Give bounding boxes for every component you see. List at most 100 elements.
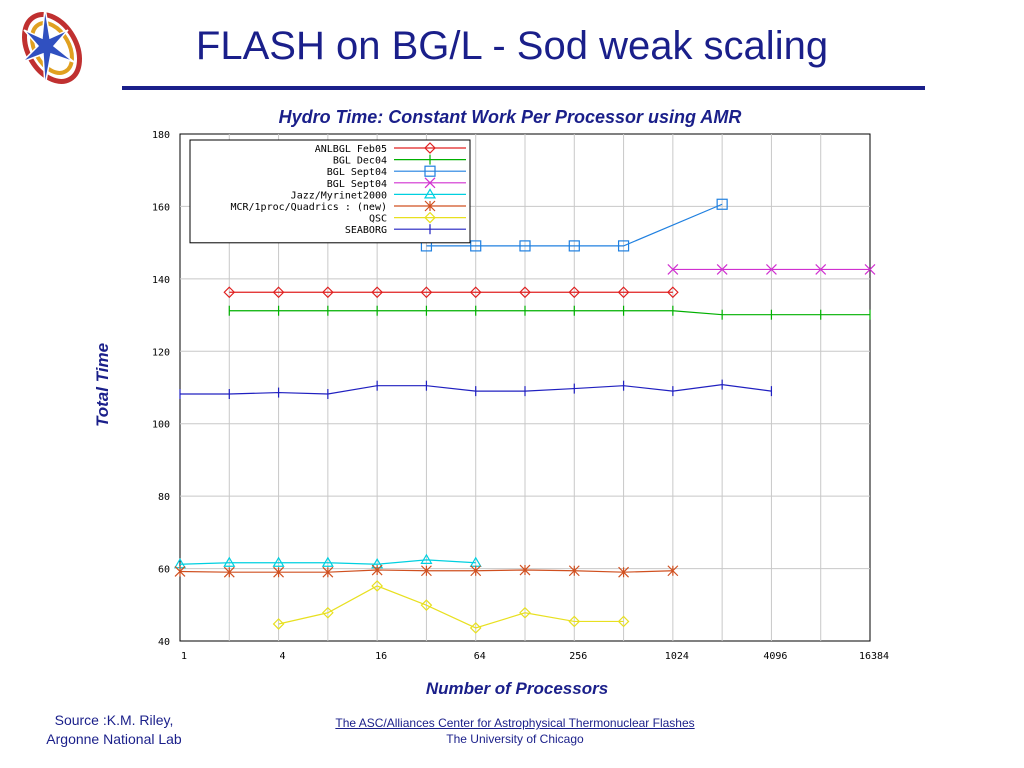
- x-tick-label: 64: [474, 651, 486, 662]
- y-tick-label: 100: [152, 420, 170, 431]
- series-line: [229, 310, 870, 316]
- source-line-1: Source :K.M. Riley,: [54, 712, 174, 728]
- source-credit: Source :K.M. Riley, Argonne National Lab: [14, 711, 214, 749]
- data-point: [716, 264, 728, 275]
- series-0: [223, 286, 679, 299]
- series-6: [272, 580, 630, 634]
- x-tick-label: 4096: [763, 651, 787, 662]
- series-3: [667, 264, 876, 275]
- x-tick-label: 1: [181, 651, 187, 662]
- data-point: [424, 177, 436, 189]
- series-7: [179, 379, 773, 400]
- y-tick-label: 40: [158, 637, 170, 648]
- data-point: [272, 618, 285, 630]
- y-tick-label: 140: [152, 275, 170, 286]
- legend-label: SEABORG: [345, 225, 387, 236]
- chart-title: Hydro Time: Constant Work Per Processor …: [278, 107, 742, 127]
- data-point: [864, 264, 876, 275]
- y-tick-label: 160: [152, 202, 170, 213]
- data-point: [424, 165, 436, 177]
- data-point: [321, 556, 334, 567]
- data-point: [519, 564, 531, 576]
- data-point: [371, 286, 383, 299]
- data-point: [519, 240, 531, 252]
- footer-link[interactable]: The ASC/Alliances Center for Astrophysic…: [335, 716, 695, 730]
- data-point: [322, 566, 334, 578]
- series-1: [228, 305, 871, 320]
- x-tick-label: 1024: [665, 651, 689, 662]
- data-point: [568, 615, 581, 628]
- data-point: [272, 286, 285, 299]
- data-point: [470, 240, 482, 252]
- data-point: [519, 286, 531, 299]
- data-point: [421, 565, 432, 577]
- flash-center-logo-icon: [21, 7, 82, 87]
- legend-label: BGL Sept04: [327, 179, 387, 190]
- data-point: [420, 553, 433, 564]
- data-point: [322, 286, 334, 299]
- data-point: [424, 211, 436, 224]
- x-tick-label: 4: [280, 651, 286, 662]
- x-tick-label: 256: [569, 651, 587, 662]
- data-point: [568, 286, 581, 299]
- footer: The ASC/Alliances Center for Astrophysic…: [300, 715, 730, 747]
- chart-ticks: 40 60 80 100 120 140 160 180 1 4 16 64 256 1024 4096 16…: [152, 130, 889, 662]
- data-point: [766, 264, 777, 275]
- x-axis-label: Number of Processors: [425, 679, 609, 698]
- data-point: [469, 286, 482, 299]
- data-point: [424, 200, 436, 212]
- legend-label: ANLBGL Feb05: [315, 144, 387, 155]
- data-point: [470, 565, 482, 577]
- data-point: [223, 286, 236, 299]
- data-point: [618, 566, 629, 578]
- data-point: [519, 606, 531, 619]
- series-line: [278, 585, 624, 629]
- x-tick-label: 16: [375, 651, 387, 662]
- data-point: [322, 606, 334, 619]
- y-tick-label: 60: [158, 565, 170, 576]
- data-point: [424, 142, 436, 154]
- data-point: [617, 286, 630, 299]
- series-5: [174, 564, 679, 578]
- data-point: [371, 580, 383, 592]
- footer-institution: The University of Chicago: [446, 732, 584, 746]
- data-point: [617, 240, 630, 252]
- data-point: [420, 599, 433, 611]
- data-point: [371, 564, 383, 576]
- data-point: [667, 565, 679, 577]
- data-point: [568, 240, 580, 252]
- y-tick-label: 180: [152, 130, 170, 141]
- data-point: [223, 556, 236, 567]
- data-point: [667, 286, 679, 299]
- data-point: [223, 566, 235, 578]
- data-point: [174, 566, 186, 577]
- chart-series: [173, 198, 876, 634]
- data-point: [272, 556, 285, 567]
- legend-label: QSC: [369, 214, 387, 225]
- series-line: [179, 559, 476, 565]
- legend-label: BGL Dec04: [333, 156, 387, 167]
- legend-box: [189, 139, 471, 244]
- source-line-2: Argonne National Lab: [46, 731, 182, 747]
- x-tick-label: 16384: [859, 651, 889, 662]
- data-point: [568, 565, 580, 577]
- title-rule: [122, 86, 925, 90]
- data-point: [716, 198, 728, 210]
- legend-label: BGL Sept04: [327, 167, 387, 178]
- data-point: [423, 188, 437, 199]
- y-tick-label: 80: [158, 492, 170, 503]
- data-point: [469, 622, 482, 634]
- y-tick-label: 120: [152, 347, 170, 358]
- y-axis-label: Total Time: [93, 342, 112, 428]
- legend-label: MCR/1proc/Quadrics : (new): [230, 202, 387, 213]
- data-point: [273, 566, 284, 578]
- data-point: [667, 264, 679, 275]
- data-point: [815, 264, 827, 275]
- slide-title: FLASH on BG/L - Sod weak scaling: [195, 24, 829, 68]
- series-line: [426, 203, 723, 247]
- data-point: [420, 286, 433, 299]
- data-point: [617, 615, 630, 628]
- legend-label: Jazz/Myrinet2000: [291, 190, 387, 201]
